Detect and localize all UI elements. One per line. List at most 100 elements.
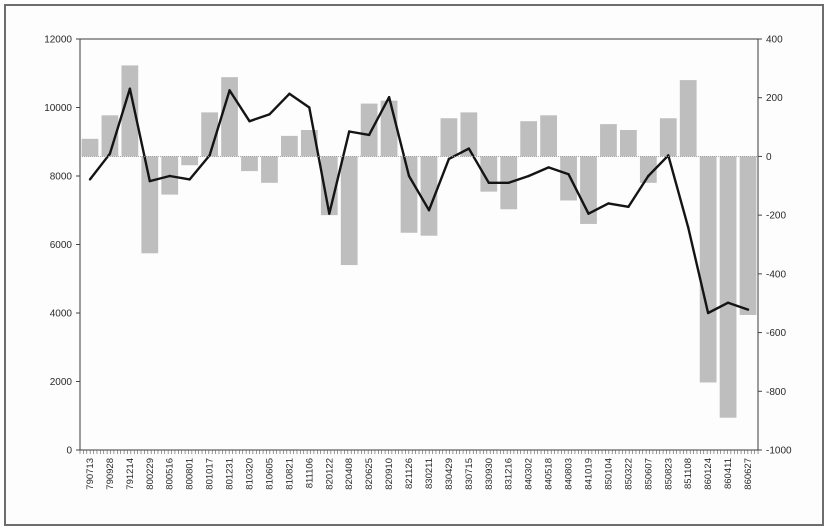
x-tick-label-840518: 840518 [544,458,555,490]
axes [76,38,762,454]
bar-830429 [440,118,458,157]
line-point-850607 [647,174,650,178]
bar-860627 [739,156,757,315]
x-tick-label-860627: 860627 [743,458,754,490]
line-point-830211 [427,209,431,212]
bar-800801 [181,156,199,166]
bar-850322 [620,130,637,157]
line-point-850322 [627,205,630,209]
x-tick-label-850104: 850104 [603,458,614,490]
line-point-851108 [687,226,690,229]
right-tick-label: 400 [766,35,783,46]
bar-850823 [659,118,677,157]
line-point-810320 [248,120,251,123]
bar-851108 [679,80,697,157]
line-point-820408 [348,130,351,133]
x-tick-label-811106: 811106 [304,458,315,488]
x-tick-label-810821: 810821 [284,458,295,490]
plot-area-border [79,38,759,451]
x-tick-label-800229: 800229 [145,458,156,490]
bar-801231 [221,77,238,157]
left-tick-label: 4000 [50,309,73,320]
left-tick-label: 12000 [44,35,72,46]
bar-810605 [261,156,278,183]
bar-840518 [540,115,557,157]
bar-830211 [420,156,438,236]
bar-860124 [699,156,717,383]
right-tick-label: -200 [766,211,786,222]
x-tick-label-790928: 790928 [105,458,116,490]
x-tick-label-840302: 840302 [524,458,535,490]
bar-820408 [340,156,358,266]
x-tick-label-820625: 820625 [364,458,375,490]
bar-860411 [719,156,737,418]
bar-811106 [300,130,318,157]
line-point-850104 [607,202,610,205]
bar-820625 [360,103,378,157]
x-tick-label-790713: 790713 [85,458,96,490]
x-tick-label-830930: 830930 [484,458,495,490]
left-tick-label: 2000 [50,377,73,388]
x-tick-label-851108: 851108 [683,458,694,489]
bar-821126 [400,156,418,233]
line-point-820910 [387,96,391,99]
right-tick-label: 200 [766,93,783,104]
bar-840803 [560,156,577,201]
x-tick-label-791214: 791214 [125,458,136,490]
x-tick-label-810320: 810320 [245,458,256,490]
x-tick-label-860411: 860411 [723,458,734,489]
x-tick-label-830211: 830211 [424,458,435,489]
bar-series [81,65,757,418]
line-point-841019 [587,212,590,215]
x-tick-label-830715: 830715 [464,458,475,490]
line-point-831216 [507,181,510,185]
x-tick-label-840803: 840803 [564,458,575,490]
line-point-790928 [108,152,112,155]
x-tick-label-801231: 801231 [225,458,236,490]
line-point-800801 [188,178,191,181]
line-point-830715 [467,147,471,150]
bar-850104 [600,124,617,157]
left-tick-label: 6000 [50,240,73,251]
index-line [89,87,749,315]
x-tick-label-830429: 830429 [444,458,455,490]
x-tick-label-860124: 860124 [703,458,714,490]
bar-850607 [639,156,657,183]
left-axis-tick-labels: 0 2000 4000 6000 8000 10000 12000 [44,35,72,457]
bar-810320 [241,156,258,172]
left-tick-label: 10000 [44,103,72,114]
x-tick-label-820408: 820408 [344,458,355,490]
line-point-821126 [407,174,411,178]
line-point-840803 [567,173,570,176]
x-axis-tick-labels: 790713 790928 791214 800229 800516 800801 8010… [85,458,754,490]
bar-800229 [141,156,159,254]
line-point-860124 [706,311,710,315]
line-point-830429 [447,157,451,161]
x-tick-label-801017: 801017 [205,458,216,490]
line-point-830930 [487,181,490,185]
bar-790713 [81,138,99,157]
line-point-790713 [88,178,92,181]
x-tick-label-810605: 810605 [264,458,275,490]
bar-830715 [460,112,478,157]
right-tick-label: -800 [766,387,786,398]
x-tick-label-800801: 800801 [185,458,196,490]
line-point-811106 [308,106,311,109]
x-tick-label-820910: 820910 [384,458,395,490]
line-point-810605 [268,113,271,116]
left-tick-label: 8000 [50,172,73,183]
line-point-820122 [328,212,331,215]
x-tick-label-850322: 850322 [623,458,634,490]
x-tick-label-850823: 850823 [663,458,674,490]
line-point-860411 [726,301,730,304]
chart-frame: 0 2000 4000 6000 8000 10000 12000 -1000 -800 -60… [4,4,824,526]
x-tick-label-831216: 831216 [504,458,515,490]
right-tick-label: -1000 [766,446,792,457]
line-point-820625 [367,133,371,137]
line-point-840518 [547,166,550,169]
x-tick-label-841019: 841019 [584,458,595,490]
x-tick-label-820122: 820122 [324,458,335,490]
bar-840302 [520,121,538,157]
right-tick-label: 0 [766,152,772,163]
